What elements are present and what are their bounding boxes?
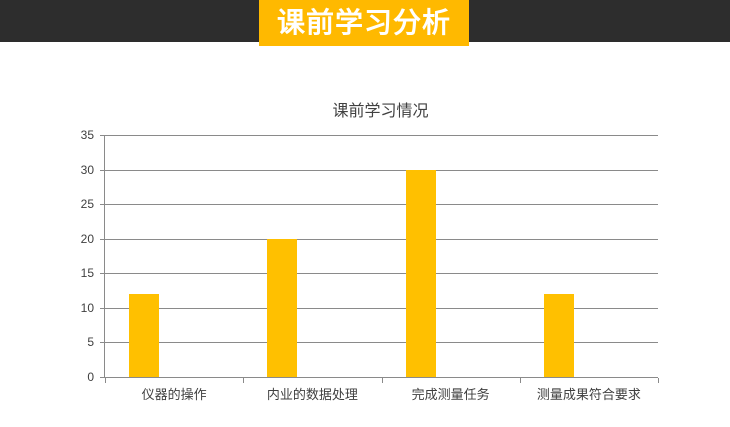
y-axis-label: 25 [80,197,94,212]
y-axis-label: 10 [80,300,94,315]
gridline [105,342,658,344]
bar-内业的数据处理 [267,238,298,377]
y-tick [100,135,104,136]
x-tick [658,378,659,383]
x-axis-label: 测量成果符合要求 [536,387,641,402]
y-tick [100,169,104,171]
gridline [105,273,658,275]
y-axis-label: 0 [87,370,94,384]
bar-测量成果符合要求 [543,294,574,377]
x-tick [519,378,521,383]
y-axis-label: 35 [80,128,94,142]
gridline [105,169,658,171]
slide-title: 课前学习分析 [276,7,451,38]
gridline [105,307,658,309]
gridline [105,238,658,240]
x-tick [105,378,106,383]
y-tick [100,342,104,344]
x-axis-label: 完成测量任务 [411,387,490,402]
x-tick [381,378,383,383]
bar-完成测量任务 [405,169,436,377]
slide-title-box: 课前学习分析 [259,0,469,46]
x-axis-label: 内业的数据处理 [266,387,358,402]
y-axis-label: 15 [80,266,94,281]
y-axis-label: 20 [80,231,94,246]
x-tick [243,378,245,383]
gridline [105,204,658,206]
y-tick [100,204,104,206]
chart-plot-area: 0 5 10 15 20 25 30 35 仪器的操作 内业的数据处理 完成测量任务 测量成果符合要… [81,128,659,402]
y-axis-label: 5 [87,335,94,350]
x-axis-label: 仪器的操作 [141,387,207,402]
bar-仪器的操作 [129,294,159,377]
chart-title: 课前学习情况 [332,103,429,120]
y-axis-label: 30 [80,162,94,177]
y-tick [100,238,104,240]
y-tick [100,307,104,309]
y-tick [100,377,104,378]
y-tick [100,273,104,275]
gridline [105,135,658,136]
